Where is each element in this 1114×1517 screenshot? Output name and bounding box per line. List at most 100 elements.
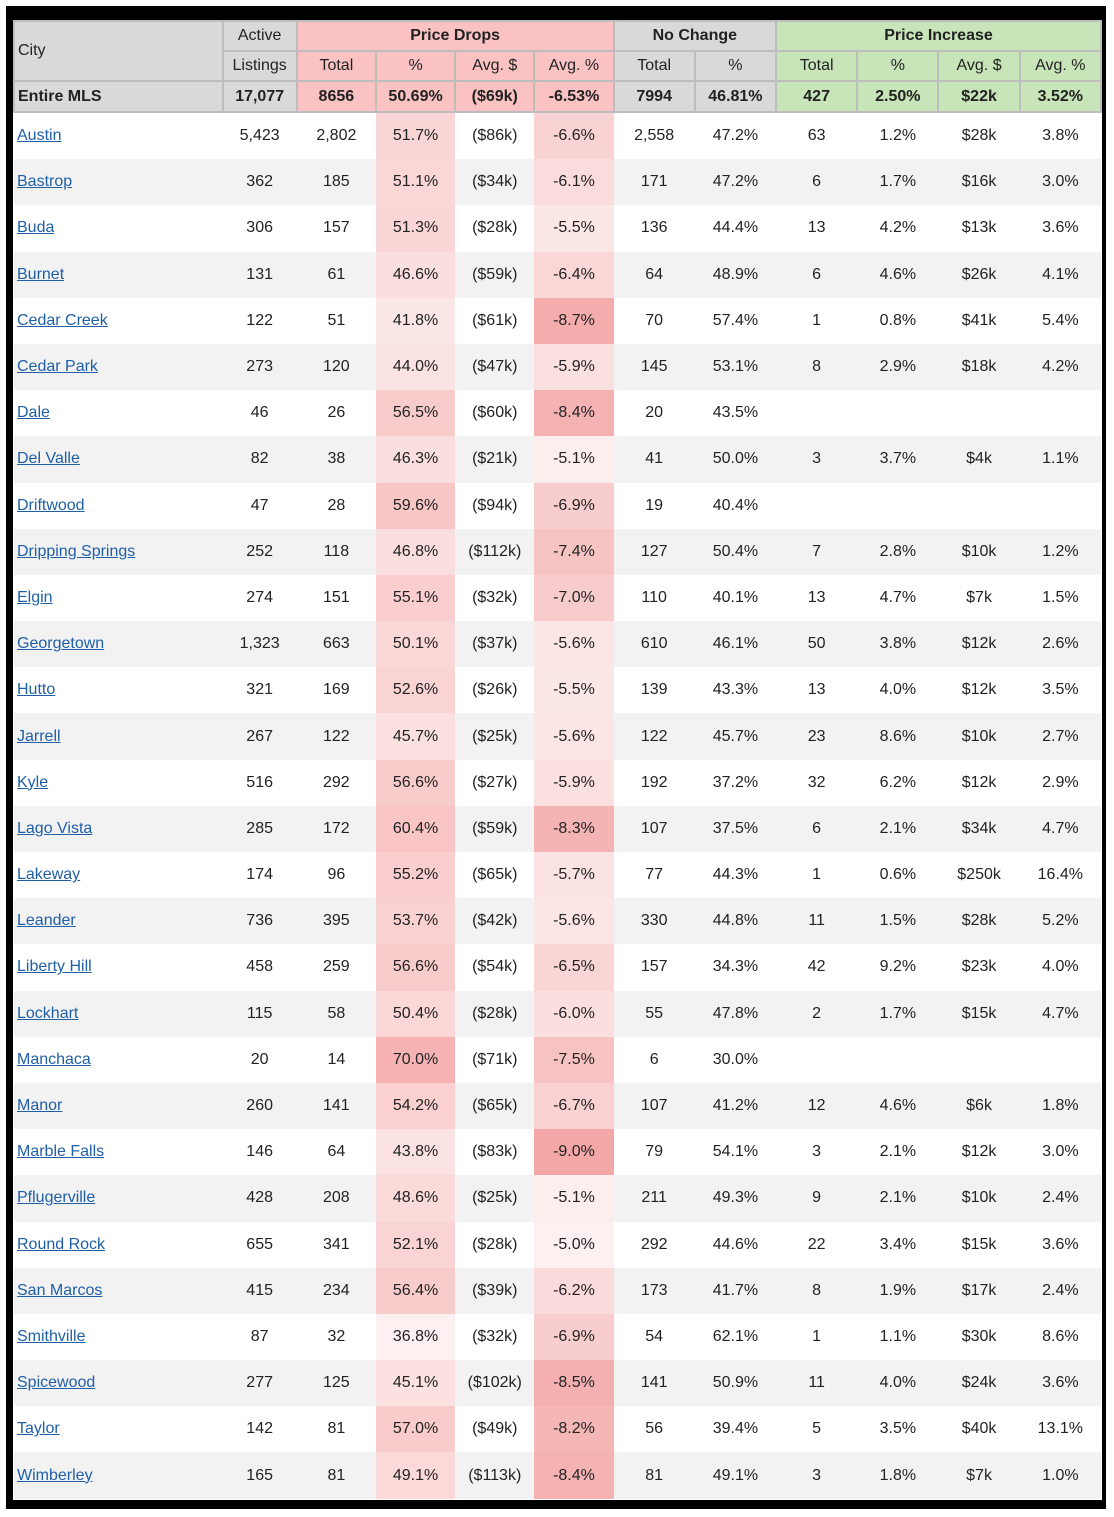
inc-pct-cell: 8.6%: [857, 713, 939, 760]
city-link[interactable]: Taylor: [17, 1420, 60, 1438]
inc-avg-pct-cell: [1020, 483, 1101, 529]
nc-pct-cell: 37.2%: [712, 773, 759, 791]
city-link[interactable]: Georgetown: [17, 635, 105, 653]
nc-pct-cell: 44.3%: [712, 866, 759, 884]
city-cell: Del Valle: [14, 436, 223, 483]
inc-pct-cell: 3.5%: [879, 1420, 917, 1438]
nc-pct-cell: 37.5%: [694, 805, 777, 852]
drop-pct-cell: 45.7%: [375, 713, 456, 760]
header-nc-total: Total: [612, 50, 696, 82]
drop-total-cell: 151: [323, 588, 350, 606]
city-link[interactable]: Elgin: [17, 588, 53, 606]
city-cell: Lakeway: [14, 852, 223, 898]
nc-pct-cell: 48.9%: [694, 251, 777, 298]
summary-active: 17,077: [221, 80, 298, 113]
table-row: Spicewood 277 125 45.1% ($102k) -8.5% 141 50.9%…: [14, 1360, 1101, 1407]
active-listings-cell: 47: [250, 496, 269, 514]
nc-pct-cell: 43.5%: [712, 404, 759, 422]
city-link[interactable]: Lakeway: [17, 866, 81, 884]
table-row: Buda 306 157 51.3% ($28k) -5.5% 136 44.4% 13 4.2%…: [14, 205, 1101, 252]
drop-avg-dollar-cell: ($60k): [472, 404, 518, 422]
table-row: Marble Falls 146 64 43.8% ($83k) -9.0% 79 54.1%…: [14, 1129, 1101, 1176]
inc-avg-dollar-cell: $4k: [938, 436, 1020, 483]
city-link[interactable]: Spicewood: [17, 1374, 96, 1392]
city-link[interactable]: Liberty Hill: [17, 958, 92, 976]
city-link[interactable]: Leander: [17, 912, 76, 930]
nc-pct-cell: 40.4%: [712, 496, 759, 514]
active-listings-cell: 306: [246, 219, 273, 237]
drop-total-cell: 259: [323, 958, 350, 976]
nc-total-cell: 55: [613, 990, 695, 1037]
header-drop-pct: %: [374, 50, 457, 82]
city-link[interactable]: Marble Falls: [17, 1143, 105, 1161]
city-link[interactable]: San Marcos: [17, 1281, 103, 1299]
drop-avg-dollar-cell: ($102k): [455, 1360, 535, 1407]
city-link[interactable]: Del Valle: [17, 450, 80, 468]
inc-total-cell: 1: [812, 311, 822, 329]
city-link[interactable]: Austin: [17, 127, 62, 145]
city-link[interactable]: Bastrop: [17, 173, 73, 191]
city-cell: Spicewood: [14, 1360, 223, 1407]
nc-total-cell: 41: [613, 436, 695, 483]
drop-total-cell: 2,802: [316, 127, 357, 145]
city-link[interactable]: Driftwood: [17, 496, 85, 514]
inc-avg-dollar-cell: $24k: [938, 1360, 1020, 1407]
inc-total-cell: 6: [776, 159, 858, 206]
city-link[interactable]: Lago Vista: [17, 819, 93, 837]
drop-avg-pct-cell: -5.7%: [534, 852, 614, 899]
drop-avg-dollar-cell: ($28k): [455, 990, 535, 1037]
inc-avg-pct-cell: 3.6%: [1019, 1360, 1101, 1407]
city-link[interactable]: Manchaca: [17, 1050, 91, 1068]
city-link[interactable]: Cedar Creek: [17, 311, 108, 329]
inc-total-cell: [776, 390, 857, 436]
active-listings-cell: 165: [222, 1452, 297, 1499]
city-link[interactable]: Dripping Springs: [17, 542, 136, 560]
header-no-change: No Change: [612, 20, 778, 52]
drop-avg-pct-cell: -6.7%: [534, 1082, 614, 1130]
table-row: Bastrop 362 185 51.1% ($34k) -6.1% 171 47.2% 6 1.…: [14, 159, 1101, 206]
city-link[interactable]: Jarrell: [17, 727, 61, 745]
city-link[interactable]: Cedar Park: [17, 358, 98, 376]
table-container: City Active Price Drops No Change Price …: [13, 20, 1103, 1500]
city-cell: Smithville: [14, 1314, 223, 1360]
city-link[interactable]: Hutto: [17, 681, 56, 699]
drop-total-cell: 81: [327, 1420, 346, 1438]
city-link[interactable]: Lockhart: [17, 1004, 79, 1022]
active-listings-cell: 428: [222, 1175, 297, 1222]
city-link[interactable]: Manor: [17, 1097, 63, 1115]
city-cell: Marble Falls: [14, 1129, 223, 1175]
city-link[interactable]: Pflugerville: [17, 1189, 96, 1207]
inc-pct-cell: 1.9%: [857, 1267, 939, 1314]
table-row: Lago Vista 285 172 60.4% ($59k) -8.3% 107 37.5%…: [14, 805, 1101, 852]
inc-pct-cell: 1.8%: [857, 1452, 939, 1499]
city-link[interactable]: Kyle: [17, 773, 49, 791]
drop-total-cell: 157: [323, 219, 350, 237]
drop-avg-dollar-cell: ($54k): [472, 958, 518, 976]
drop-avg-pct-cell: -5.5%: [534, 667, 614, 714]
city-link[interactable]: Round Rock: [17, 1235, 106, 1253]
city-link[interactable]: Buda: [17, 219, 55, 237]
table-row: Austin 5,423 2,802 51.7% ($86k) -6.6% 2,558 47.…: [14, 112, 1101, 160]
inc-avg-dollar-cell: $34k: [938, 805, 1020, 852]
drop-avg-pct-cell: -5.6%: [534, 898, 614, 945]
summary-nc-total: 7994: [612, 80, 696, 113]
nc-pct-cell: 45.7%: [694, 713, 777, 760]
active-listings-cell: 174: [246, 866, 273, 884]
city-link[interactable]: Wimberley: [17, 1466, 93, 1484]
inc-avg-pct-cell: 1.8%: [1019, 1082, 1101, 1130]
nc-pct-cell: 47.2%: [712, 127, 759, 145]
drop-pct-cell: 43.8%: [375, 1129, 456, 1176]
city-link[interactable]: Dale: [17, 404, 50, 422]
active-listings-cell: 87: [250, 1327, 269, 1345]
table-row: Round Rock 655 341 52.1% ($28k) -5.0% 292 44.6%…: [14, 1221, 1101, 1268]
header-city: City: [13, 20, 224, 82]
city-link[interactable]: Burnet: [17, 265, 65, 283]
city-link[interactable]: Smithville: [17, 1327, 86, 1345]
drop-total-cell: 38: [296, 436, 376, 483]
inc-pct-cell: 4.0%: [879, 681, 917, 699]
drop-avg-dollar-cell: ($28k): [472, 219, 518, 237]
table-row: Manchaca 20 14 70.0% ($71k) -7.5% 6 30.0%: [14, 1036, 1101, 1083]
inc-avg-pct-cell: 4.2%: [1019, 343, 1101, 391]
drop-total-cell: 81: [296, 1452, 376, 1499]
drop-total-cell: 141: [296, 1082, 376, 1130]
